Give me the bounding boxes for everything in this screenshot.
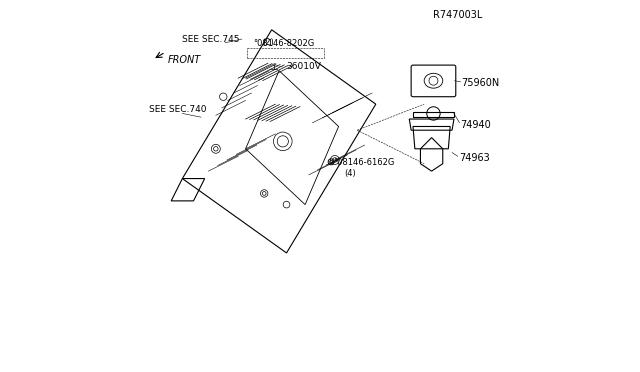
Text: SEE SEC.740: SEE SEC.740 (149, 105, 206, 114)
Text: °08146-6162G: °08146-6162G (333, 158, 394, 167)
Text: 36010V: 36010V (287, 62, 321, 71)
Text: 74963: 74963 (460, 153, 490, 163)
Text: (2): (2) (262, 38, 274, 46)
Text: (4): (4) (344, 169, 356, 178)
Text: °08146-8202G: °08146-8202G (253, 39, 314, 48)
Text: R747003L: R747003L (433, 10, 483, 20)
Text: 75960N: 75960N (461, 78, 500, 88)
Text: 74940: 74940 (461, 120, 492, 129)
Text: SEE SEC.745: SEE SEC.745 (182, 35, 240, 44)
Text: FRONT: FRONT (168, 55, 201, 64)
